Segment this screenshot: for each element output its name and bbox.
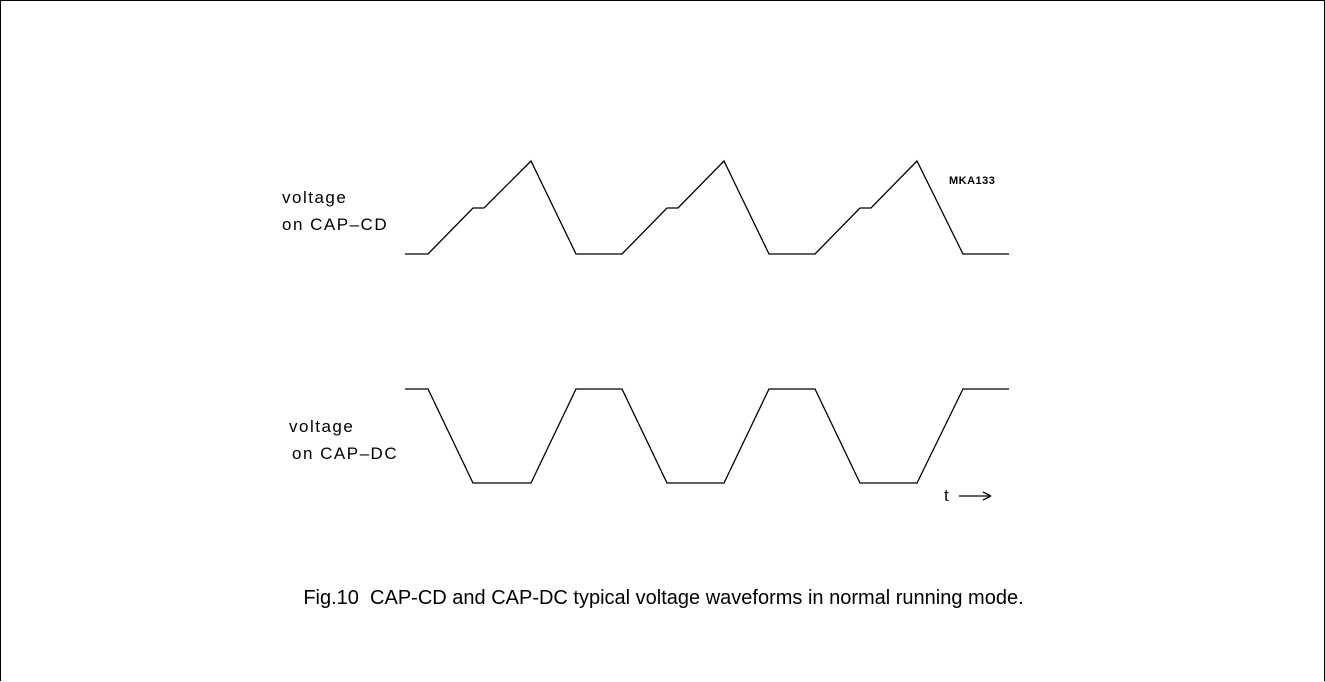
cap-dc-label-line1: voltage <box>289 417 354 436</box>
figure-caption: Fig.10 CAP-CD and CAP-DC typical voltage… <box>303 587 1024 609</box>
cap-cd-label-line1: voltage <box>282 188 347 207</box>
cap-cd-waveform <box>405 159 1009 255</box>
cap-dc-waveform <box>405 388 1009 484</box>
figure-code: MKA133 <box>949 175 995 187</box>
time-axis-label: t <box>944 486 950 505</box>
cap-dc-label-line2: on CAP–DC <box>292 444 398 463</box>
time-arrow-icon <box>959 491 992 501</box>
cap-cd-label-line2: on CAP–CD <box>282 215 388 234</box>
